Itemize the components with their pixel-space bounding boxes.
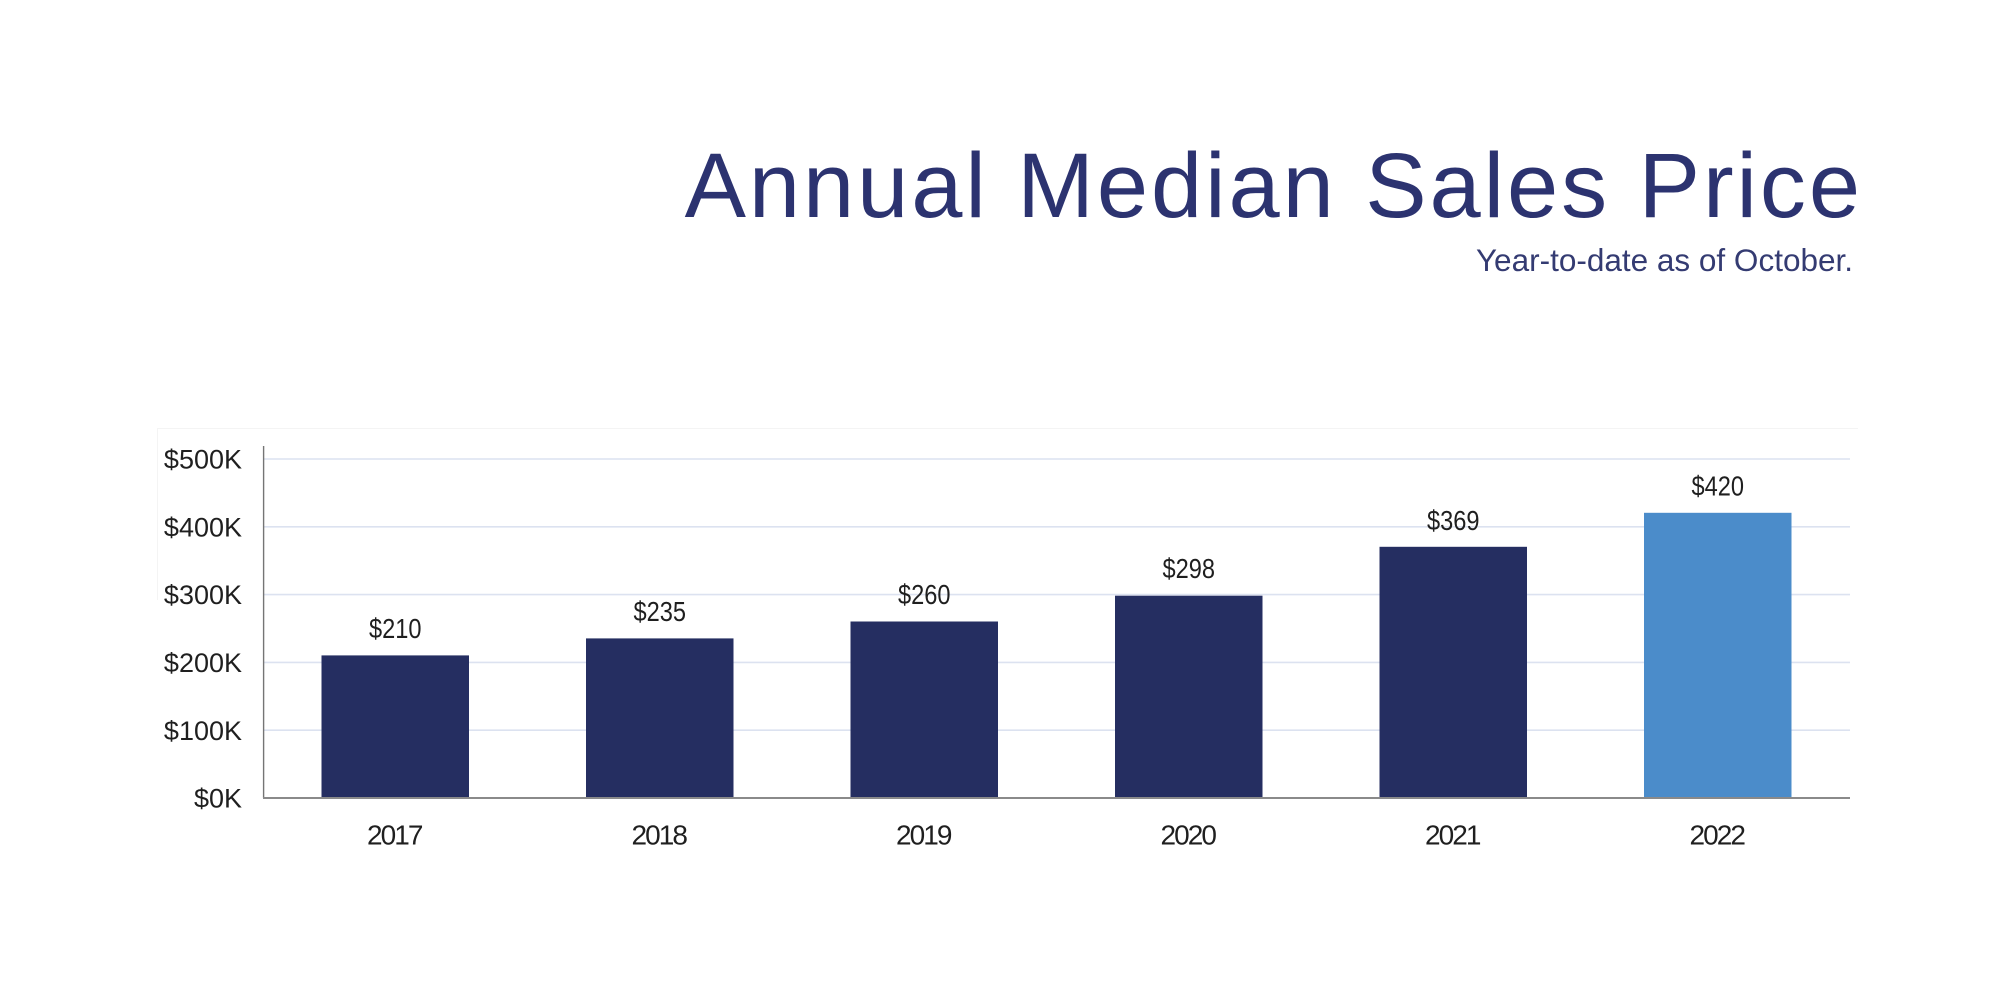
svg-text:2019: 2019 [896,820,953,851]
svg-text:2020: 2020 [1161,820,1218,851]
svg-text:$0K: $0K [194,784,242,814]
svg-text:2017: 2017 [367,820,424,851]
svg-text:2022: 2022 [1690,820,1747,851]
svg-text:$300K: $300K [164,580,242,610]
svg-text:$100K: $100K [164,716,242,746]
svg-text:$420: $420 [1692,470,1745,501]
svg-text:$260: $260 [898,579,951,610]
svg-text:$200K: $200K [164,648,242,678]
svg-text:$235: $235 [634,596,687,627]
svg-text:Year-to-date as of October.: Year-to-date as of October. [1476,242,1853,278]
svg-text:2021: 2021 [1425,820,1482,851]
svg-text:$400K: $400K [164,512,242,542]
svg-text:2018: 2018 [632,820,689,851]
svg-text:Annual Median Sales Price: Annual Median Sales Price [685,135,1863,237]
svg-text:$369: $369 [1427,505,1480,536]
svg-text:$210: $210 [369,613,422,644]
svg-text:$500K: $500K [164,445,242,475]
svg-text:$298: $298 [1163,553,1216,584]
